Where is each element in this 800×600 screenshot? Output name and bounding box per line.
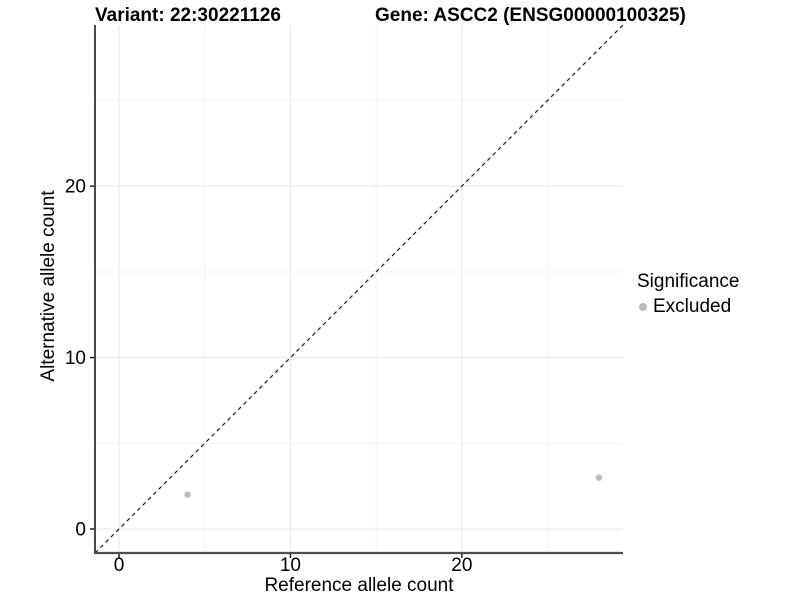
data-point — [595, 474, 603, 481]
x-axis-title: Reference allele count — [264, 575, 454, 596]
legend: Significance Excluded — [637, 271, 739, 318]
identity-line — [94, 24, 624, 554]
legend-item-label: Excluded — [653, 296, 732, 317]
y-tick-label: 20 — [65, 177, 86, 198]
excluded-point-icon — [639, 303, 647, 311]
x-tick-label: 10 — [280, 555, 301, 576]
legend-title: Significance — [637, 271, 740, 292]
y-axis-title: Alternative allele count — [38, 190, 59, 382]
gene-title: Gene: ASCC2 (ENSG00000100325) — [375, 5, 686, 26]
legend-item-excluded: Excluded — [637, 296, 739, 318]
x-tick-label: 20 — [451, 555, 472, 576]
data-point — [184, 491, 191, 498]
x-tick-label: 0 — [114, 555, 125, 576]
y-tick-label: 0 — [75, 520, 86, 541]
variant-title: Variant: 22:30221126 — [95, 5, 281, 26]
y-tick-label: 10 — [65, 348, 86, 369]
